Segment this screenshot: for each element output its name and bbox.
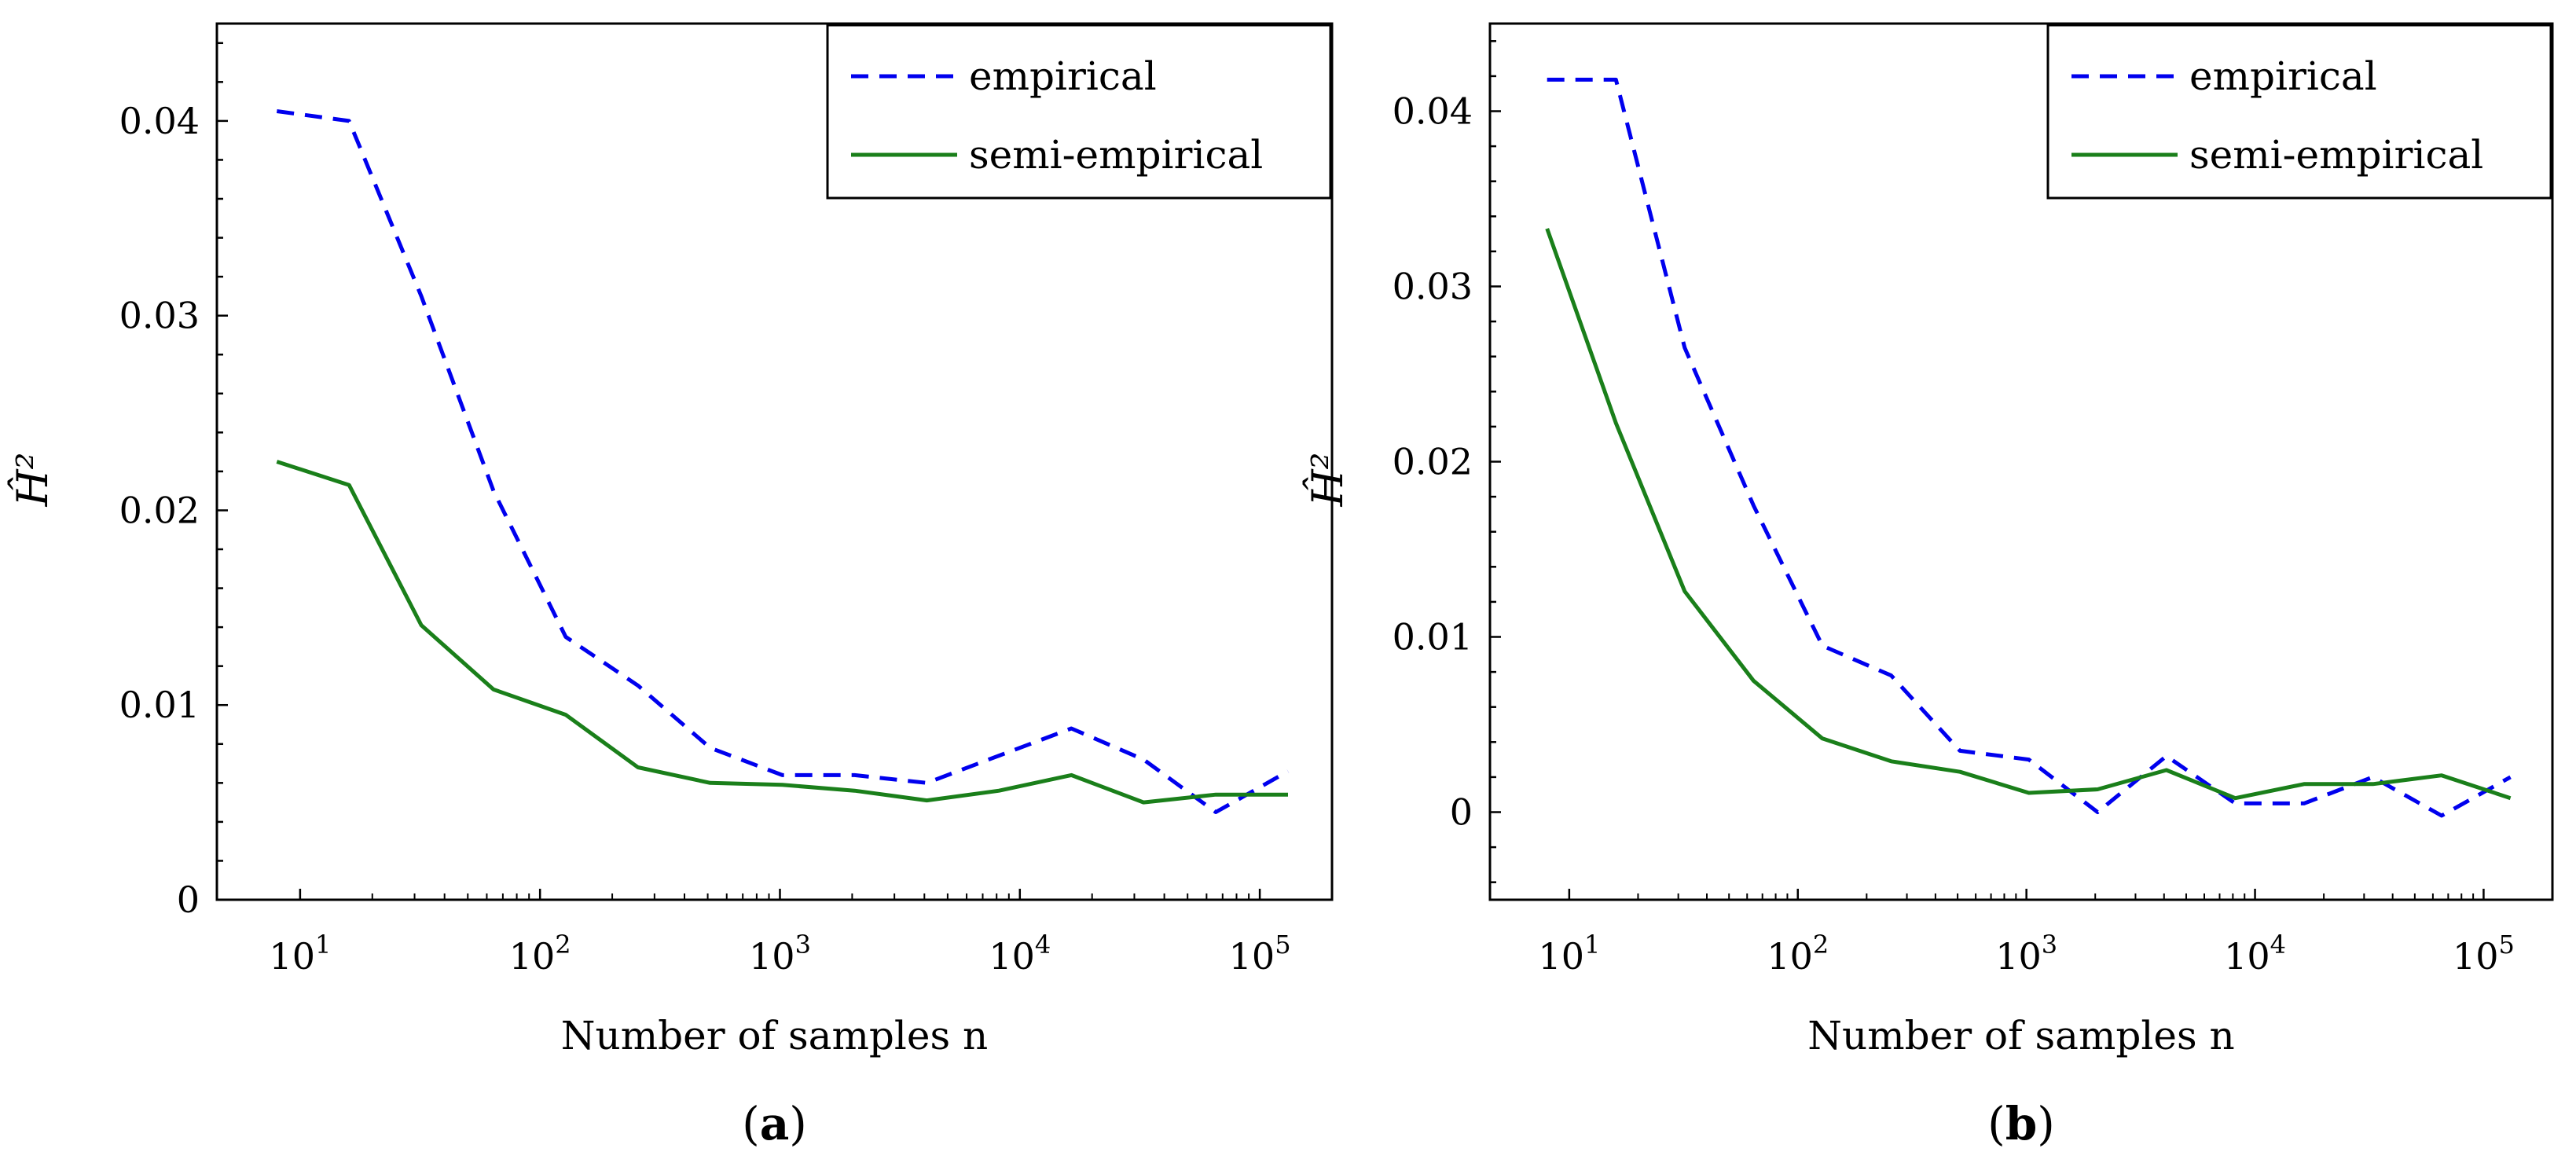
x-tick-label: 101 (269, 930, 331, 978)
y-tick-label: 0.03 (1393, 266, 1473, 308)
x-tick-label: 102 (509, 930, 571, 978)
panel-caption: (a) (742, 1097, 807, 1150)
y-axis-label: Ĥ² (1302, 453, 1352, 508)
legend-box (2046, 24, 2552, 200)
x-tick-exponent: 3 (795, 930, 811, 959)
x-tick-base: 10 (1538, 935, 1584, 978)
series-line-empirical (1547, 77, 2512, 818)
x-axis-label: Number of samples n (1807, 1013, 2234, 1058)
x-axis-label: Number of samples n (561, 1013, 988, 1058)
x-tick-exponent: 5 (1275, 930, 1290, 959)
legend-label: empirical (2189, 53, 2377, 99)
x-tick-exponent: 5 (2499, 930, 2515, 959)
x-tick-base: 10 (269, 935, 315, 978)
x-tick-label: 103 (749, 930, 811, 978)
x-tick-label: 102 (1767, 930, 1829, 978)
x-tick-exponent: 2 (555, 930, 571, 959)
y-tick-label: 0.01 (119, 684, 200, 726)
series-line-semi-empirical (276, 460, 1288, 805)
plot-frame (215, 22, 1334, 901)
legend-label: semi-empirical (969, 132, 1263, 178)
x-tick-base: 10 (1229, 935, 1275, 978)
y-tick-label: 0.04 (1393, 90, 1473, 133)
y-tick-label: 0.02 (119, 489, 200, 531)
y-tick-label: 0.04 (119, 100, 200, 142)
legend-label: semi-empirical (2189, 132, 2483, 178)
panel-letter: a (760, 1097, 790, 1150)
x-tick-label: 104 (989, 930, 1051, 978)
x-tick-label: 105 (2453, 930, 2515, 978)
panel-letter: b (2005, 1097, 2038, 1150)
legend-label: empirical (969, 53, 1157, 99)
panel-caption: (b) (1987, 1097, 2055, 1150)
x-tick-exponent: 4 (1035, 930, 1051, 959)
x-tick-exponent: 4 (2270, 930, 2286, 959)
x-tick-label: 103 (1995, 930, 2057, 978)
x-tick-base: 10 (1767, 935, 1813, 978)
y-tick-label: 0.01 (1393, 616, 1473, 659)
x-tick-label: 105 (1229, 930, 1291, 978)
x-tick-exponent: 3 (2042, 930, 2057, 959)
y-tick-label: 0.03 (119, 295, 200, 337)
x-tick-exponent: 2 (1813, 930, 1829, 959)
series-line-semi-empirical (1545, 228, 2512, 801)
series-line-empirical (276, 109, 1290, 814)
x-tick-label: 101 (1538, 930, 1600, 978)
x-tick-base: 10 (749, 935, 795, 978)
x-tick-base: 10 (2453, 935, 2499, 978)
y-tick-label: 0 (177, 879, 200, 921)
x-tick-label: 104 (2224, 930, 2286, 978)
x-tick-base: 10 (1995, 935, 2042, 978)
x-tick-base: 10 (989, 935, 1035, 978)
x-tick-exponent: 1 (1584, 930, 1600, 959)
y-axis-label: Ĥ² (7, 453, 57, 508)
legend-box (826, 24, 1332, 200)
x-tick-base: 10 (509, 935, 556, 978)
y-tick-label: 0.02 (1393, 441, 1473, 483)
y-tick-label: 0 (1450, 791, 1473, 834)
x-tick-exponent: 1 (315, 930, 331, 959)
x-tick-base: 10 (2224, 935, 2270, 978)
